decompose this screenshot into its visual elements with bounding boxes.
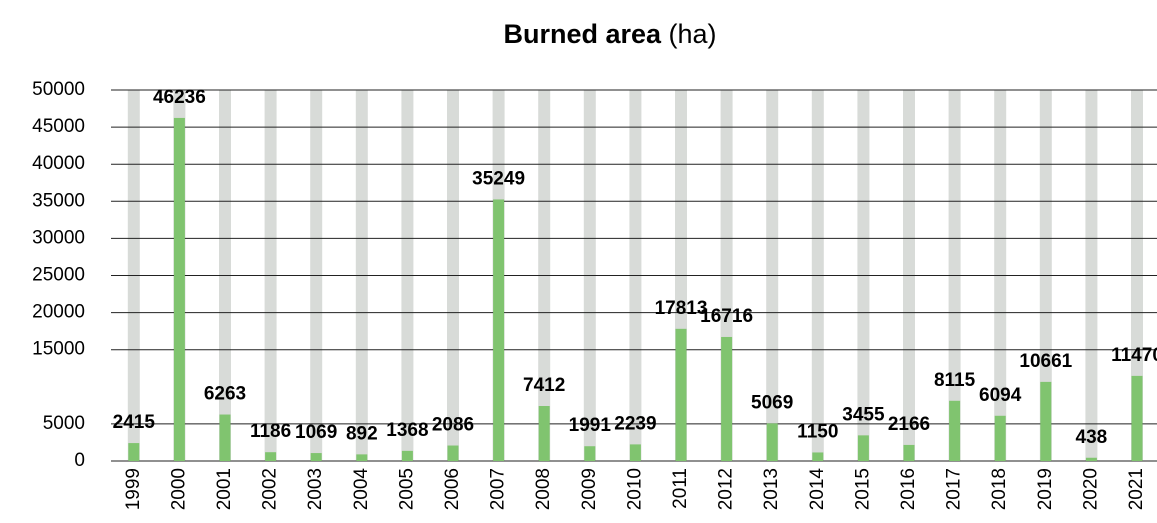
data-label: 10661 — [1019, 351, 1072, 372]
x-tick-label: 2010 — [624, 468, 645, 510]
data-label: 1991 — [569, 415, 612, 436]
x-tick-label: 2013 — [761, 468, 782, 510]
data-label: 7412 — [523, 375, 565, 396]
x-tick-label: 2005 — [396, 468, 417, 510]
y-tick-label: 5000 — [43, 413, 85, 434]
y-tick-label: 25000 — [32, 265, 85, 286]
x-tick-label: 2000 — [168, 468, 189, 510]
bar — [401, 450, 413, 461]
bar — [903, 444, 915, 461]
bar — [173, 117, 185, 461]
x-tick-label: 2002 — [260, 468, 281, 510]
x-tick-label: 2016 — [898, 468, 919, 510]
data-label: 1368 — [386, 420, 428, 441]
x-tick-label: 2007 — [488, 468, 509, 510]
data-label: 17813 — [655, 298, 708, 319]
bar — [812, 452, 824, 461]
data-label: 3455 — [842, 404, 885, 425]
x-tick-label: 2003 — [305, 468, 326, 510]
data-label: 6263 — [204, 384, 246, 405]
bar — [1131, 375, 1143, 461]
x-tick-label: 2006 — [442, 468, 463, 510]
data-label: 2086 — [432, 415, 474, 436]
bar — [1085, 457, 1097, 461]
x-tick-label: 2015 — [852, 468, 873, 510]
x-tick-label: 2014 — [807, 468, 828, 511]
y-tick-label: 35000 — [32, 190, 85, 211]
bar — [310, 453, 322, 461]
x-tick-label: 2009 — [579, 468, 600, 510]
y-tick-label: 0 — [74, 450, 85, 471]
x-tick-label: 2020 — [1080, 468, 1101, 510]
data-label: 35249 — [472, 168, 525, 189]
chart-title-group: Burned area (ha) — [503, 19, 716, 49]
y-tick-label: 45000 — [32, 116, 85, 137]
bar — [675, 328, 687, 461]
x-tick-label: 2017 — [944, 468, 965, 510]
chart-title: Burned area — [503, 19, 662, 49]
y-tick-label: 40000 — [32, 153, 85, 174]
bar — [721, 336, 733, 461]
bar — [493, 199, 505, 461]
bar — [356, 454, 368, 461]
y-tick-label: 15000 — [32, 339, 85, 360]
y-tick-label: 50000 — [32, 79, 85, 100]
x-tick-label: 2004 — [351, 468, 372, 511]
data-label: 6094 — [979, 385, 1022, 406]
data-label: 892 — [346, 423, 378, 444]
data-label: 16716 — [700, 306, 753, 327]
y-tick-label: 30000 — [32, 227, 85, 248]
x-tick-label: 2019 — [1035, 468, 1056, 510]
data-label: 2166 — [888, 414, 930, 435]
bar — [538, 406, 550, 461]
chart-unit: (ha) — [669, 19, 717, 49]
x-tick-label: 2012 — [716, 468, 737, 510]
data-label: 5069 — [751, 392, 793, 413]
bar — [766, 423, 778, 461]
bar — [949, 400, 961, 461]
bar — [994, 415, 1006, 461]
bar — [128, 443, 140, 461]
data-label: 1069 — [295, 422, 337, 443]
x-tick-label: 2021 — [1126, 468, 1147, 510]
bar — [265, 452, 277, 461]
x-tick-label: 2018 — [989, 468, 1010, 510]
bar — [857, 435, 869, 461]
data-label: 11470 — [1111, 345, 1157, 366]
x-tick-label: 2008 — [533, 468, 554, 510]
data-label: 1150 — [797, 421, 838, 442]
data-label: 46236 — [153, 87, 206, 108]
bar — [629, 444, 641, 461]
bar — [584, 446, 596, 461]
bar — [219, 414, 231, 461]
data-label: 8115 — [934, 370, 976, 391]
data-label: 2239 — [614, 413, 656, 434]
y-tick-label: 20000 — [32, 302, 85, 323]
x-tick-label: 2001 — [214, 468, 235, 510]
bar — [447, 445, 459, 461]
data-label: 1186 — [250, 421, 291, 442]
data-label: 2415 — [113, 412, 156, 433]
data-label: 438 — [1076, 427, 1108, 448]
x-tick-label: 2011 — [670, 468, 691, 509]
bar — [1040, 381, 1052, 461]
x-tick-label: 1999 — [123, 468, 144, 510]
